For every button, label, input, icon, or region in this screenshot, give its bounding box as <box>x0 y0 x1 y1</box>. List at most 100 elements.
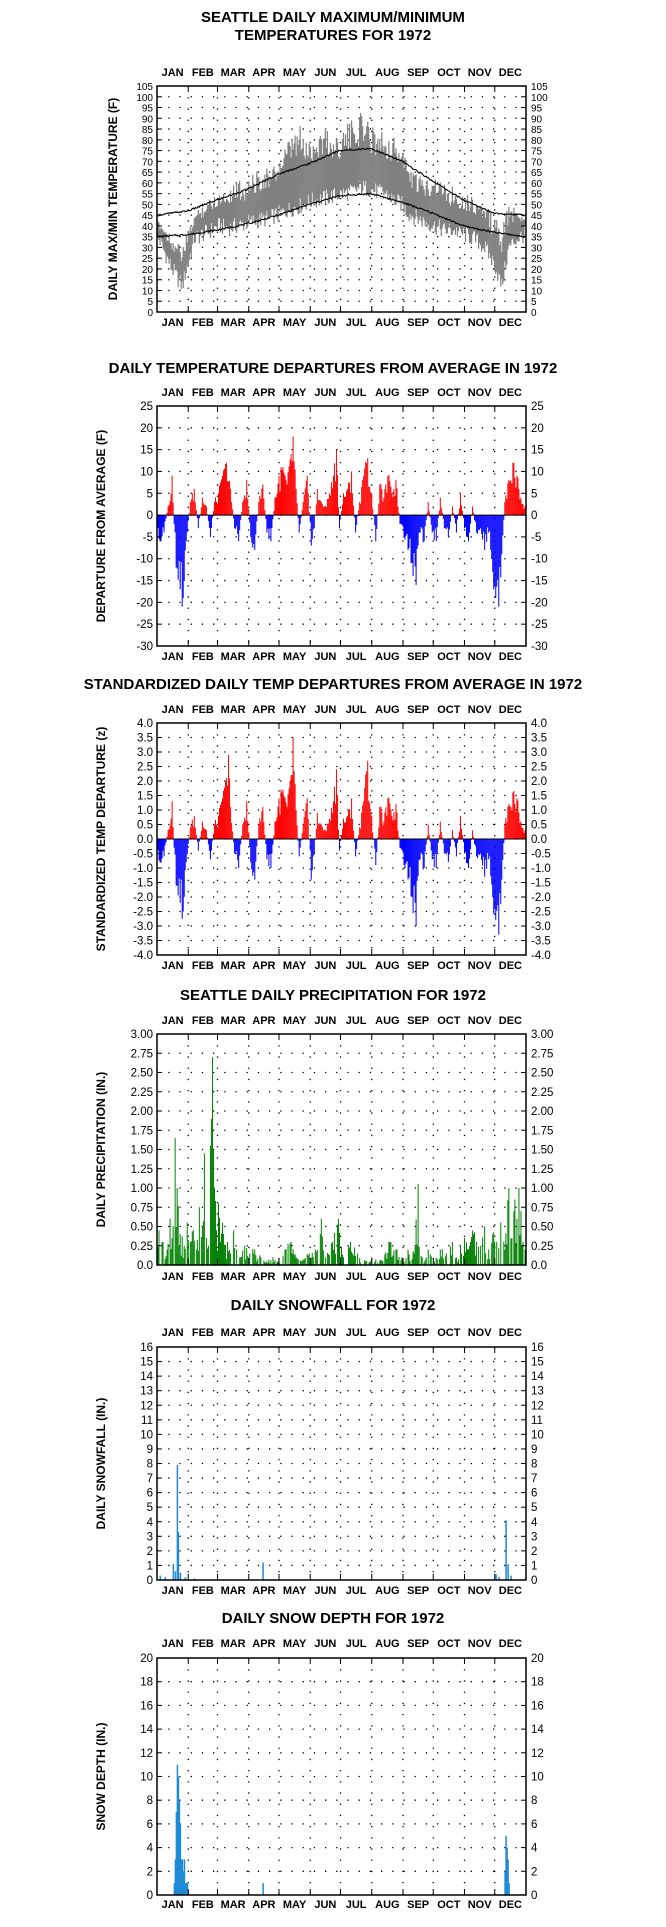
month-label-top: NOV <box>468 704 493 716</box>
departure-bar <box>393 812 394 839</box>
month-label-top: APR <box>252 67 275 79</box>
y-tick-label-right: 0.0 <box>531 834 547 846</box>
departure-bar <box>421 839 422 853</box>
precip-bar <box>167 1250 168 1265</box>
precip-bar <box>516 1219 517 1265</box>
departure-bar <box>251 515 252 543</box>
departure-bar <box>379 807 380 839</box>
chart-title: STANDARDIZED DAILY TEMP DEPARTURES FROM … <box>84 676 582 693</box>
precip-bar <box>460 1246 461 1265</box>
departure-bar <box>190 827 191 839</box>
departure-bar <box>170 825 171 839</box>
departure-bar <box>325 830 326 839</box>
departure-bar <box>406 839 407 863</box>
precip-bar <box>510 1239 511 1265</box>
departure-bar <box>438 839 439 843</box>
y-tick-label-right: 85 <box>531 125 543 136</box>
precip-bar <box>338 1219 339 1265</box>
y-tick-label-right: -4.0 <box>531 950 551 962</box>
y-tick-label-right: 80 <box>531 136 543 147</box>
month-label-bottom: JAN <box>162 317 184 329</box>
month-label-top: JUN <box>314 67 336 79</box>
precip-bar <box>316 1252 317 1265</box>
precip-bar <box>204 1153 205 1265</box>
departure-bar <box>266 515 267 532</box>
departure-bar <box>426 515 427 520</box>
y-ticks: 0.00.250.500.751.001.251.501.752.002.252… <box>131 1029 554 1272</box>
departure-bar <box>355 515 356 532</box>
departure-bar <box>388 798 389 839</box>
departure-bar <box>484 515 485 550</box>
departure-bar <box>412 839 413 897</box>
departure-bar <box>297 825 298 839</box>
y-tick-label-right: 0 <box>531 1890 537 1902</box>
precip-bar <box>482 1237 483 1265</box>
y-tick-label-right: 5 <box>531 1502 537 1514</box>
precip-bar <box>190 1242 191 1265</box>
departure-bar <box>341 835 342 839</box>
month-label-bottom: JAN <box>162 651 184 663</box>
precip-bar <box>210 1146 211 1265</box>
y-tick-label-left: 0.5 <box>137 820 153 832</box>
departure-bar <box>521 504 522 515</box>
precip-bar <box>493 1232 494 1265</box>
month-label-bottom: MAR <box>221 317 246 329</box>
precip-bar <box>440 1250 441 1265</box>
departure-bar <box>164 515 165 532</box>
y-tick-label-left: 0.0 <box>137 1260 153 1272</box>
departure-bar <box>505 495 506 515</box>
departure-bar <box>358 835 359 839</box>
departure-bar <box>368 801 369 839</box>
departure-bar <box>492 515 493 572</box>
departure-bar <box>390 809 391 839</box>
y-tick-label-left: 12 <box>140 1400 153 1412</box>
departure-bar <box>223 470 224 515</box>
departure-bar <box>263 499 264 516</box>
departure-bar <box>433 515 434 530</box>
departure-bar <box>195 503 196 516</box>
y-tick-label-left: 10 <box>140 1772 153 1784</box>
month-label-top: SEP <box>407 1327 429 1339</box>
y-tick-label-right: 10 <box>531 1772 544 1784</box>
precip-bar <box>503 1242 504 1265</box>
precip-bar <box>409 1254 410 1265</box>
data-marks <box>174 1765 510 1895</box>
departure-bar <box>271 839 272 854</box>
precip-bar <box>348 1246 349 1265</box>
data-marks <box>156 1057 525 1265</box>
departure-bar <box>505 818 506 839</box>
departure-bar <box>173 503 174 515</box>
precip-bar <box>172 1238 173 1265</box>
departure-bar <box>175 839 176 855</box>
y-tick-label-left: 2.50 <box>131 1068 153 1080</box>
departure-bar <box>274 822 275 839</box>
departure-bar <box>283 467 284 515</box>
departure-bar <box>519 499 520 515</box>
precip-bar <box>216 1230 217 1265</box>
month-label-top: OCT <box>437 1015 461 1027</box>
y-tick-label-left: 90 <box>142 114 154 125</box>
precip-bar <box>215 1201 216 1265</box>
departure-bar <box>250 839 251 862</box>
y-tick-label-left: 0.75 <box>131 1202 153 1214</box>
y-tick-label-right: -10 <box>531 554 548 566</box>
y-tick-label-left: -4.0 <box>133 950 153 962</box>
departure-bar <box>172 801 173 839</box>
departure-bar <box>223 791 224 839</box>
y-tick-label-right: -30 <box>531 641 548 653</box>
month-label-bottom: JUN <box>314 317 336 329</box>
departure-bar <box>486 839 487 869</box>
precip-bar <box>467 1249 468 1265</box>
departure-bar <box>164 839 165 856</box>
departure-bar <box>213 834 214 839</box>
departure-bar <box>488 515 489 532</box>
y-tick-label-right: 2.25 <box>531 1087 553 1099</box>
departure-bar <box>386 816 387 839</box>
precip-bar <box>323 1250 324 1265</box>
departure-bar <box>443 839 444 844</box>
month-label-top: AUG <box>375 67 399 79</box>
precip-bar <box>397 1260 398 1265</box>
precip-bar <box>229 1250 230 1265</box>
departure-bar <box>502 839 503 860</box>
